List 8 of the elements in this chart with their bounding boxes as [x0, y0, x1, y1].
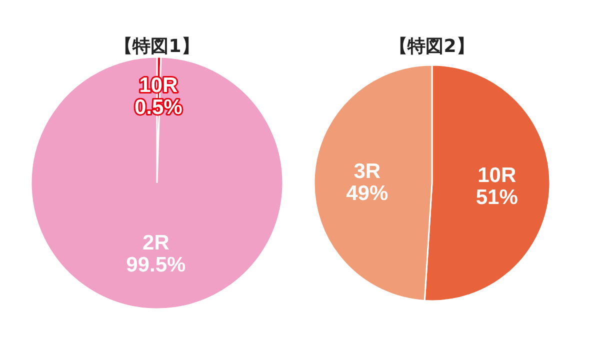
slice-label: 3R — [354, 160, 381, 183]
chart-title: 【特図2】 — [390, 36, 474, 57]
slice-label: 10R — [478, 164, 516, 188]
data-label: 99.5% — [126, 253, 186, 276]
chart-title: 【特図1】 — [114, 36, 200, 57]
data-label: 49% — [346, 182, 388, 205]
slice-label: 2R — [142, 231, 170, 254]
data-label: 51% — [476, 186, 518, 210]
